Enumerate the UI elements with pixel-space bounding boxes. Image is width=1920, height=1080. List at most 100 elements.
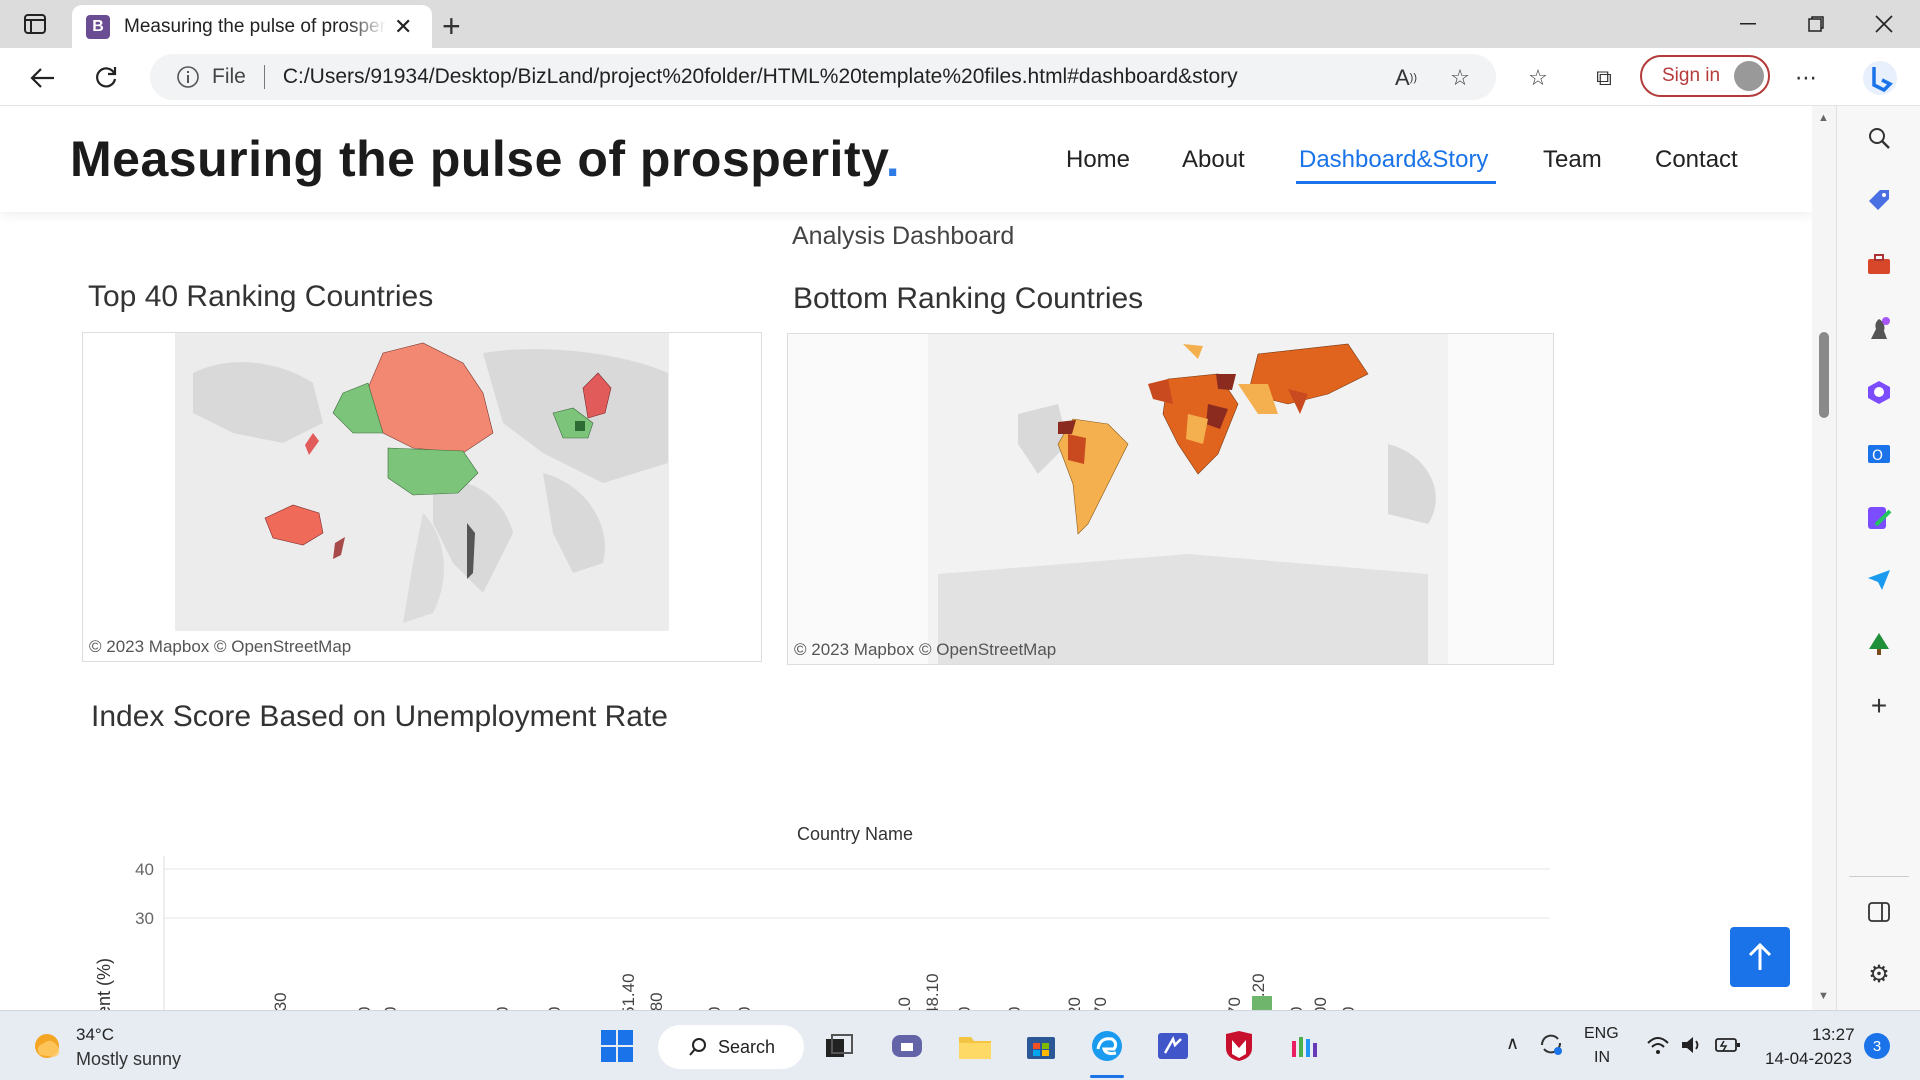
brand-dot: . [885, 131, 901, 187]
bottom-map-credit: © 2023 Mapbox © OpenStreetMap [794, 640, 1057, 659]
sidebar-games-icon[interactable] [1863, 312, 1895, 344]
bottom-ranking-map[interactable]: © 2023 Mapbox © OpenStreetMap [787, 333, 1554, 665]
bar-value-label: 48.10 [923, 973, 942, 1010]
collections-icon[interactable]: ⧉ [1596, 65, 1612, 90]
top-map-credit: © 2023 Mapbox © OpenStreetMap [89, 637, 352, 656]
bottom-map-title: Bottom Ranking Countries [793, 282, 1144, 315]
url-text[interactable]: C:/Users/91934/Desktop/BizLand/project%2… [282, 65, 1238, 88]
visual-studio-icon[interactable] [1154, 1027, 1192, 1065]
web-page: Measuring the pulse of prosperity. Home … [0, 106, 1812, 1010]
bar-value-label: 0 [955, 1007, 974, 1010]
bar-value-label: 0 [1005, 1007, 1024, 1010]
favorites-icon[interactable]: ☆ [1528, 65, 1548, 90]
weather-temperature[interactable]: 34°C [76, 1025, 114, 1044]
bing-copilot-icon[interactable] [1860, 58, 1900, 98]
wifi-icon[interactable] [1646, 1035, 1670, 1060]
sidebar-tools-icon[interactable] [1863, 248, 1895, 280]
new-tab-icon[interactable]: + [442, 8, 461, 44]
browser-address-bar: File C:/Users/91934/Desktop/BizLand/proj… [0, 48, 1920, 106]
nav-about-link[interactable]: About [1182, 146, 1245, 173]
sync-icon[interactable] [1538, 1031, 1564, 1062]
page-scrollbar[interactable]: ▲ ▼ [1812, 106, 1836, 1010]
active-nav-underline [1296, 181, 1496, 184]
battery-icon[interactable] [1714, 1035, 1742, 1060]
sidebar-send-icon[interactable] [1863, 564, 1895, 596]
minimize-icon[interactable] [1718, 6, 1778, 42]
clock-time[interactable]: 13:27 [1812, 1025, 1855, 1044]
browser-tab-active[interactable]: B Measuring the pulse of prosperity ✕ [72, 5, 432, 48]
info-icon[interactable] [176, 65, 200, 89]
windows-taskbar: 34°C Mostly sunny Search ∧ ENG IN 13:27 … [0, 1010, 1920, 1080]
teams-chat-icon[interactable] [888, 1027, 926, 1065]
bar-value-label: 51.40 [619, 973, 638, 1010]
language-region[interactable]: IN [1594, 1049, 1610, 1066]
scrollbar-thumb[interactable] [1819, 332, 1829, 418]
top-map-title: Top 40 Ranking Countries [88, 280, 434, 313]
bar-value-label: 0 [705, 1007, 724, 1010]
nav-dashboard-link[interactable]: Dashboard&Story [1299, 146, 1489, 173]
y-tick-label: 40 [135, 860, 154, 879]
sidebar-office-icon[interactable] [1863, 376, 1895, 408]
bar-value-label: 0 [545, 1007, 564, 1010]
refresh-icon[interactable] [88, 60, 124, 96]
unemployment-bar-chart[interactable]: ent (%)4030.30000051.40.80001048.1000207… [90, 816, 1550, 1010]
sidebar-tree-icon[interactable] [1863, 628, 1895, 660]
sidebar-shopping-icon[interactable] [1863, 184, 1895, 216]
sidebar-search-icon[interactable] [1863, 122, 1895, 154]
top-ranking-map[interactable]: © 2023 Mapbox © OpenStreetMap [82, 332, 762, 662]
task-view-icon[interactable] [820, 1027, 858, 1065]
weather-sun-icon[interactable] [30, 1029, 64, 1063]
profile-avatar-icon [1734, 61, 1764, 91]
notification-badge[interactable]: 3 [1864, 1033, 1890, 1059]
scroll-down-icon[interactable]: ▼ [1818, 990, 1829, 1002]
close-window-icon[interactable] [1854, 6, 1914, 42]
nav-team-link[interactable]: Team [1543, 146, 1602, 173]
app-bars-icon[interactable] [1286, 1027, 1324, 1065]
file-explorer-icon[interactable] [956, 1027, 994, 1065]
edge-browser-icon[interactable] [1088, 1027, 1126, 1065]
bar-value-label: 00 [1311, 997, 1330, 1010]
tab-actions-icon[interactable] [18, 10, 52, 38]
taskbar-search-button[interactable]: Search [658, 1025, 804, 1069]
sidebar-outlook-icon[interactable]: O [1863, 438, 1895, 470]
bar-value-label: 20 [1065, 997, 1084, 1010]
canada-shape [367, 342, 494, 454]
weather-description[interactable]: Mostly sunny [76, 1049, 182, 1069]
sidebar-panel-icon[interactable] [1863, 896, 1895, 928]
back-arrow-icon[interactable] [24, 60, 60, 96]
chart-title: Country Name [797, 824, 914, 844]
search-icon [689, 1038, 706, 1056]
site-header: Measuring the pulse of prosperity. Home … [0, 106, 1812, 212]
bar-value-label: 0 [1287, 1007, 1306, 1010]
show-hidden-icons-icon[interactable]: ∧ [1506, 1033, 1520, 1053]
bar-value-label: 0 [381, 1007, 400, 1010]
nav-contact-link[interactable]: Contact [1655, 146, 1738, 173]
bar-value-label: 70 [1225, 997, 1244, 1010]
language-indicator[interactable]: ENG [1584, 1025, 1619, 1042]
more-options-icon[interactable]: ⋯ [1795, 65, 1817, 90]
address-input[interactable]: File C:/Users/91934/Desktop/BizLand/proj… [150, 54, 1496, 100]
scroll-up-icon[interactable]: ▲ [1818, 112, 1829, 124]
nav-home-link[interactable]: Home [1066, 146, 1131, 173]
windows-start-icon[interactable] [598, 1027, 636, 1065]
read-aloud-icon[interactable]: A)) [1394, 65, 1417, 90]
mcafee-icon[interactable] [1220, 1027, 1258, 1065]
sidebar-divider [1849, 876, 1909, 877]
sidebar-settings-gear-icon[interactable]: ⚙ [1868, 960, 1890, 988]
australia-shape [264, 504, 324, 546]
bar-value-label: 0 [355, 1007, 374, 1010]
clock-date[interactable]: 14-04-2023 [1765, 1049, 1852, 1068]
volume-icon[interactable] [1680, 1035, 1704, 1060]
restore-icon[interactable] [1786, 6, 1846, 42]
svg-text:O: O [1872, 448, 1883, 464]
microsoft-store-icon[interactable] [1022, 1027, 1060, 1065]
back-to-top-button[interactable] [1730, 927, 1790, 987]
close-tab-icon[interactable]: ✕ [394, 13, 413, 39]
site-brand[interactable]: Measuring the pulse of prosperity. [70, 131, 901, 187]
sign-in-button[interactable]: Sign in [1640, 55, 1770, 97]
add-favorite-icon[interactable]: ☆ [1450, 65, 1470, 90]
bar-value-label: 10 [895, 997, 914, 1010]
sidebar-add-icon[interactable]: + [1870, 690, 1888, 721]
sidebar-designer-icon[interactable] [1863, 502, 1895, 534]
bar-value-label: 0 [735, 1007, 754, 1010]
